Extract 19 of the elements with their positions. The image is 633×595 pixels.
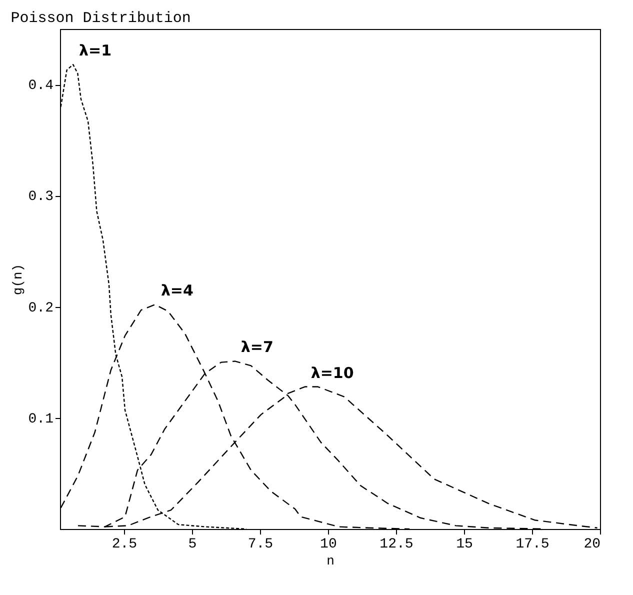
- x-tick-label: 15: [456, 536, 473, 552]
- y-tick-label: 0.1: [28, 411, 54, 428]
- series-label: λ=7: [240, 338, 274, 356]
- x-tick-label: 17.5: [516, 536, 550, 552]
- y-tick-label: 0.4: [28, 78, 54, 94]
- y-axis-title: g(n): [10, 264, 26, 296]
- x-tick-label: 10: [320, 536, 337, 552]
- x-tick-label: 7.5: [248, 536, 274, 552]
- y-tick-label: 0.2: [28, 300, 54, 316]
- x-axis-title: n: [326, 554, 334, 568]
- x-tick-label: 12.5: [380, 536, 414, 552]
- series-label: λ=10: [310, 364, 354, 382]
- x-tick-label: 5: [188, 536, 197, 552]
- series-label: λ=4: [160, 282, 194, 300]
- chart-title: Poisson Distribution: [10, 10, 191, 27]
- x-tick-label: 20: [584, 536, 600, 552]
- series-label: λ=1: [79, 42, 112, 60]
- x-tick-label: 2.5: [112, 536, 138, 552]
- y-tick-label: 0.3: [28, 189, 54, 206]
